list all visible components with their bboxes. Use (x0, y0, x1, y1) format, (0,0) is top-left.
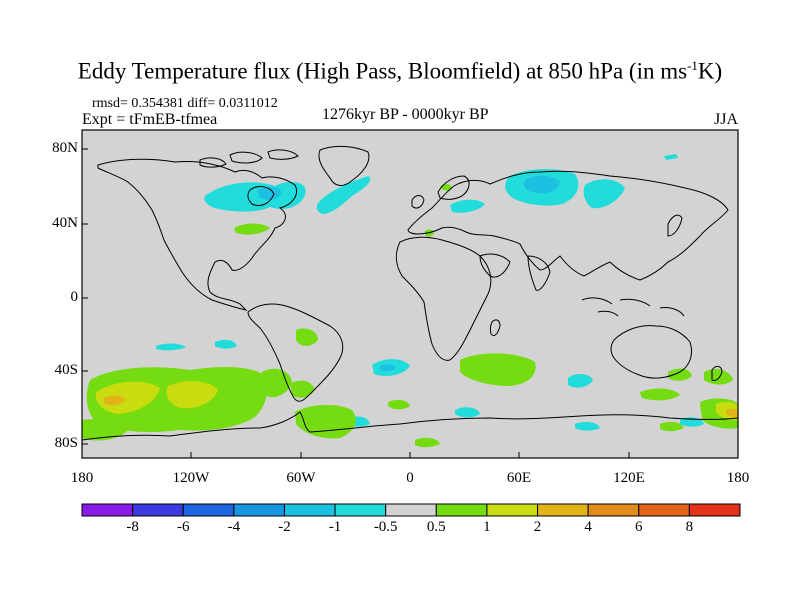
patch-south-pacific-yellow-1 (95, 381, 160, 414)
patch-weddell-positive (388, 399, 410, 410)
patch-siberia-core (523, 175, 560, 194)
lon-label-0: 0 (406, 470, 414, 486)
season-label: JJA (714, 111, 739, 128)
patch-canada-core (258, 187, 282, 200)
colorbar (81, 503, 741, 517)
colorbar-label: -4 (227, 519, 241, 535)
lon-label-120e: 120E (613, 470, 645, 486)
coast-scandinavia (437, 175, 470, 200)
colorbar-label: -6 (176, 519, 190, 535)
lon-label-120w: 120W (172, 470, 210, 486)
colorbar-label: 0.5 (426, 519, 446, 535)
patch-south-pacific-negative (156, 343, 186, 351)
patch-east-us-positive (234, 223, 270, 235)
patch-labrador-negative (316, 176, 371, 214)
coast-antarctica (81, 411, 739, 441)
patch-indian-positive (460, 353, 536, 386)
colorbar-box (334, 503, 387, 517)
coast-hudson-bay (247, 186, 275, 207)
experiment-label: Expt = tFmEB-tfmea (82, 111, 218, 128)
colorbar-box (385, 503, 437, 517)
patch-australia-positive (668, 368, 692, 381)
colorbar-label: -8 (126, 519, 139, 535)
lon-label-60e: 60E (506, 470, 532, 486)
patch-tasman-positive (704, 369, 733, 385)
colorbar-label: 2 (533, 519, 542, 535)
anomaly-patches (82, 154, 738, 448)
colorbar-label: -2 (278, 519, 291, 535)
colorbar-box (283, 503, 336, 517)
plot-title: Eddy Temperature flux (High Pass, Bloomf… (77, 58, 723, 84)
coast-australia (610, 325, 693, 379)
axis-ticks (82, 148, 630, 458)
patch-south-ocean-negative-3 (575, 421, 600, 431)
patch-south-atlantic-core (380, 364, 396, 372)
colorbar-box (638, 503, 690, 517)
coast-arctic-islands (199, 149, 299, 168)
patch-south-pacific-orange (104, 395, 126, 406)
lon-label-60w: 60W (286, 470, 316, 486)
stats-label: rmsd= 0.354381 diff= 0.0311012 (92, 96, 278, 111)
coast-arabia (479, 253, 511, 278)
lon-label-180-east: 180 (726, 470, 750, 486)
colorbar-box (182, 503, 235, 517)
colorbar-box (537, 503, 589, 517)
lat-label-40n: 40N (52, 215, 78, 231)
lat-label-80n: 80N (52, 140, 78, 156)
coast-north-america (97, 158, 297, 311)
patch-north-atlantic-negative (204, 181, 306, 212)
colorbar-box (81, 503, 134, 517)
coast-india (527, 255, 551, 291)
patch-antarctic-green-right (660, 421, 684, 432)
patch-antarctic-green-left (82, 419, 130, 441)
patch-australia-south-positive (640, 388, 680, 401)
coast-south-america (247, 303, 344, 402)
lat-label-40s: 40S (54, 362, 78, 378)
patch-south-pacific-yellow-2 (166, 381, 218, 409)
coast-greenland (318, 145, 370, 186)
patch-east-siberia-negative (583, 179, 625, 209)
patch-europe-negative (450, 199, 485, 213)
colorbar-box (688, 503, 741, 517)
patch-south-atlantic-positive (290, 380, 315, 398)
patch-south-ocean-negative-1 (455, 407, 480, 418)
patch-arctic-small (664, 154, 678, 160)
colorbar-label: -1 (328, 519, 342, 535)
patch-argentina-positive (296, 328, 318, 346)
colorbar-label: -0.5 (373, 519, 398, 535)
colorbar-label: 8 (685, 519, 694, 535)
coast-eurasia (407, 170, 729, 281)
colorbar-box (233, 503, 285, 517)
lon-label-180-west: 180 (70, 470, 94, 486)
coast-madagascar (489, 319, 501, 337)
patch-pacific-negative (215, 339, 237, 349)
colorbar-label: 4 (584, 519, 592, 535)
colorbar-box (587, 503, 640, 517)
period-label: 1276kyr BP - 0000kyr BP (322, 106, 489, 123)
colorbar-box (486, 503, 539, 517)
colorbar-box (435, 503, 488, 517)
patch-antarctic-peninsula-positive (295, 404, 356, 439)
coast-africa (395, 236, 492, 361)
coast-new-zealand (711, 365, 723, 381)
coast-japan (667, 214, 683, 237)
coast-indonesia (581, 297, 685, 317)
coastlines (81, 145, 739, 441)
colorbar-label: 6 (635, 519, 643, 535)
patch-indian-negative (568, 374, 593, 388)
coast-uk (411, 195, 425, 209)
patch-southeast-orange (726, 408, 738, 418)
colorbar-box (132, 503, 184, 517)
lat-label-0: 0 (70, 289, 79, 305)
colorbar-label: 1 (483, 519, 491, 535)
patch-antarctic-green-center (415, 437, 440, 448)
lat-label-80s: 80S (54, 435, 78, 451)
